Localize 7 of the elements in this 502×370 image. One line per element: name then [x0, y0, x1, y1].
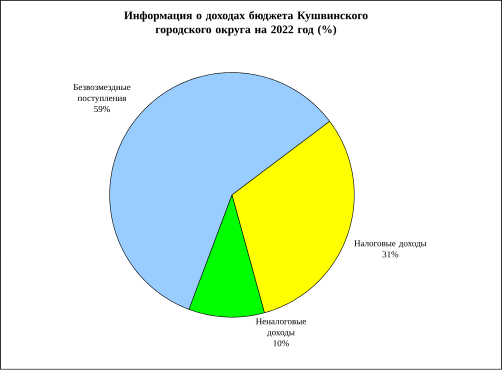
data-label: 59%: [94, 106, 110, 112]
slice-label: Безвозмездные поступления: [73, 84, 130, 104]
slice-label: Неналоговые доходы: [256, 318, 306, 338]
chart-title: Информация о доходах бюджета Кушвинского городского округа на 2022 год (%): [124, 11, 368, 36]
data-label: 10%: [274, 340, 289, 346]
data-label: 31%: [382, 251, 398, 258]
slice-label: Налоговые доходы: [354, 240, 426, 248]
